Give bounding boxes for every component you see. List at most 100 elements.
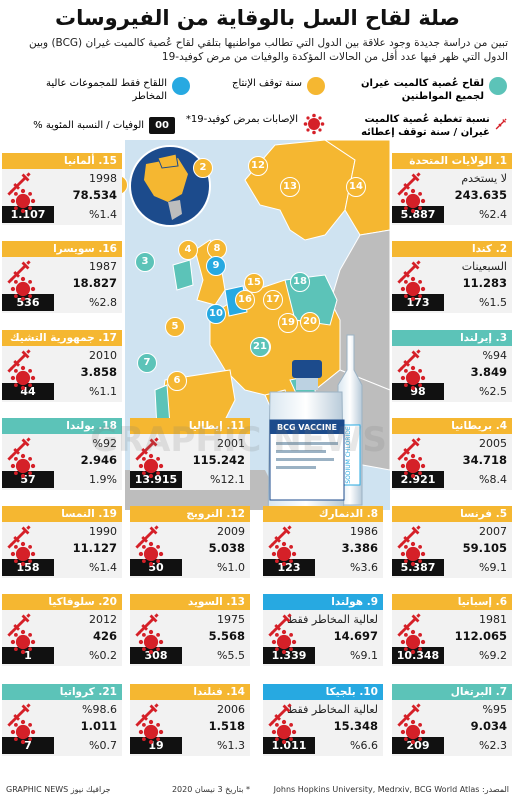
syringe-icon bbox=[495, 118, 507, 130]
cases-value: 34.718 bbox=[462, 453, 507, 467]
deaths-value: 5.387 bbox=[392, 559, 444, 576]
coverage-value: 1990 bbox=[89, 525, 117, 538]
map-marker: 9 bbox=[206, 256, 226, 276]
syringe-icon bbox=[7, 703, 31, 727]
deaths-value: 1 bbox=[2, 647, 54, 664]
coverage-value: 2007 bbox=[479, 525, 507, 538]
syringe-icon bbox=[268, 525, 292, 549]
death-percent: %9.1 bbox=[479, 561, 507, 574]
map-marker: 19 bbox=[278, 313, 298, 333]
death-percent: %2.5 bbox=[479, 385, 507, 398]
death-percent: %2.8 bbox=[89, 296, 117, 309]
syringe-icon bbox=[397, 525, 421, 549]
country-card: 8. الدنمارك 1986 3.386 %3.6 123 bbox=[263, 506, 383, 578]
coverage-value: لعالية المخاطر فقط bbox=[287, 613, 378, 626]
country-card: 14. فنلندا 2006 1.518 %1.3 19 bbox=[130, 684, 250, 756]
country-name: 17. جمهورية التشيك bbox=[2, 330, 122, 346]
country-name: 5. فرنسا bbox=[392, 506, 512, 522]
cases-value: 5.568 bbox=[208, 629, 245, 643]
syringe-icon bbox=[397, 613, 421, 637]
cases-value: 2.946 bbox=[80, 453, 117, 467]
coverage-value: 1981 bbox=[479, 613, 507, 626]
virus-icon bbox=[400, 629, 426, 655]
globe-inset bbox=[129, 145, 211, 227]
country-card: 7. البرتغال %95 9.034 %2.3 209 bbox=[392, 684, 512, 756]
coverage-value: 1998 bbox=[89, 172, 117, 185]
virus-icon bbox=[400, 276, 426, 302]
country-name: 21. كرواتيا bbox=[2, 684, 122, 700]
country-name: 19. النمسا bbox=[2, 506, 122, 522]
syringe-icon bbox=[397, 349, 421, 373]
map-marker: 20 bbox=[300, 312, 320, 332]
country-card: 11. إيطاليا 2001 115.242 %12.1 13.915 bbox=[130, 418, 250, 490]
country-card: 21. كرواتيا %98.6 1.011 %0.7 7 bbox=[2, 684, 122, 756]
syringe-icon bbox=[7, 525, 31, 549]
death-percent: %12.1 bbox=[210, 473, 245, 486]
virus-icon bbox=[271, 629, 297, 655]
virus-icon bbox=[10, 541, 36, 567]
syringe-icon bbox=[397, 703, 421, 727]
country-name: 16. سويسرا bbox=[2, 241, 122, 257]
cases-value: 59.105 bbox=[462, 541, 507, 555]
footer-source: المصدر: Johns Hopkins University, Medrxi… bbox=[273, 785, 509, 794]
syringe-icon bbox=[397, 437, 421, 461]
cases-value: 112.065 bbox=[454, 629, 507, 643]
death-percent: %9.1 bbox=[350, 649, 378, 662]
legend-coverage: نسبة تغطية عُصية كالميت غيران / سنة توقف… bbox=[347, 113, 507, 139]
map-marker: 10 bbox=[206, 304, 226, 324]
country-name: 20. سلوفاكيا bbox=[2, 594, 122, 610]
legend-cases: الإصابات بمرض كوفيد-19* bbox=[185, 113, 325, 135]
coverage-value: 1987 bbox=[89, 260, 117, 273]
cases-value: 11.283 bbox=[462, 276, 507, 290]
cases-value: 1.518 bbox=[208, 719, 245, 733]
map-marker: 5 bbox=[165, 317, 185, 337]
country-card: 15. ألمانيا 1998 78.534 %1.4 1.107 bbox=[2, 153, 122, 225]
syringe-icon bbox=[268, 613, 292, 637]
country-name: 14. فنلندا bbox=[130, 684, 250, 700]
legend-teal: لقاح عُصية كالميت غيران لجميع المواطنين bbox=[347, 77, 507, 103]
death-percent: %2.3 bbox=[479, 739, 507, 752]
legend-yellow: سنة توقف الإنتاج bbox=[215, 77, 325, 95]
virus-icon bbox=[400, 188, 426, 214]
death-percent: %1.0 bbox=[217, 561, 245, 574]
cases-value: 5.038 bbox=[208, 541, 245, 555]
cases-value: 3.858 bbox=[80, 365, 117, 379]
death-percent: %1.4 bbox=[89, 208, 117, 221]
legend-blue: اللقاح فقط للمجموعات عالية المخاطر bbox=[10, 77, 190, 103]
country-name: 13. السويد bbox=[130, 594, 250, 610]
map-marker: 15 bbox=[244, 273, 264, 293]
deaths-value: 1.011 bbox=[263, 737, 315, 754]
syringe-icon bbox=[7, 613, 31, 637]
virus-icon bbox=[10, 453, 36, 479]
country-card: 19. النمسا 1990 11.127 %1.4 158 bbox=[2, 506, 122, 578]
deaths-value: 7 bbox=[2, 737, 54, 754]
country-card: 1. الولايات المتحدة لا يستخدم 243.635 %2.4 5… bbox=[392, 153, 512, 225]
map-marker: 13 bbox=[280, 177, 300, 197]
map-marker: 7 bbox=[137, 353, 157, 373]
country-card: 9. هولندا لعالية المخاطر فقط 14.697 %9.1 1.3… bbox=[263, 594, 383, 666]
country-card: 2. كندا السبعينات 11.283 %1.5 173 bbox=[392, 241, 512, 313]
syringe-icon bbox=[397, 172, 421, 196]
country-card: 13. السويد 1975 5.568 %5.5 308 bbox=[130, 594, 250, 666]
death-percent: %5.5 bbox=[217, 649, 245, 662]
footer-date: * بتاريخ 3 نيسان 2020 bbox=[171, 785, 250, 794]
cases-value: 78.534 bbox=[72, 188, 117, 202]
map-marker: 4 bbox=[178, 240, 198, 260]
country-name: 2. كندا bbox=[392, 241, 512, 257]
virus-icon bbox=[138, 719, 164, 745]
country-name: 11. إيطاليا bbox=[130, 418, 250, 434]
watermark: GRAPHIC NEWS bbox=[90, 420, 387, 460]
page-title: صلة لقاح السل بالوقاية من الفيروسات bbox=[55, 6, 460, 30]
coverage-value: %92 bbox=[92, 437, 117, 450]
map-marker: 2 bbox=[193, 158, 213, 178]
map-marker: 16 bbox=[235, 290, 255, 310]
coverage-value: %94 bbox=[482, 349, 507, 362]
death-percent: %0.2 bbox=[89, 649, 117, 662]
syringe-icon bbox=[135, 613, 159, 637]
syringe-icon bbox=[135, 437, 159, 461]
virus-icon bbox=[10, 188, 36, 214]
map-marker: 21 bbox=[250, 337, 270, 357]
country-card: 6. إسبانيا 1981 112.065 %9.2 10.348 bbox=[392, 594, 512, 666]
death-percent: %1.5 bbox=[479, 296, 507, 309]
country-name: 4. بريطانيا bbox=[392, 418, 512, 434]
